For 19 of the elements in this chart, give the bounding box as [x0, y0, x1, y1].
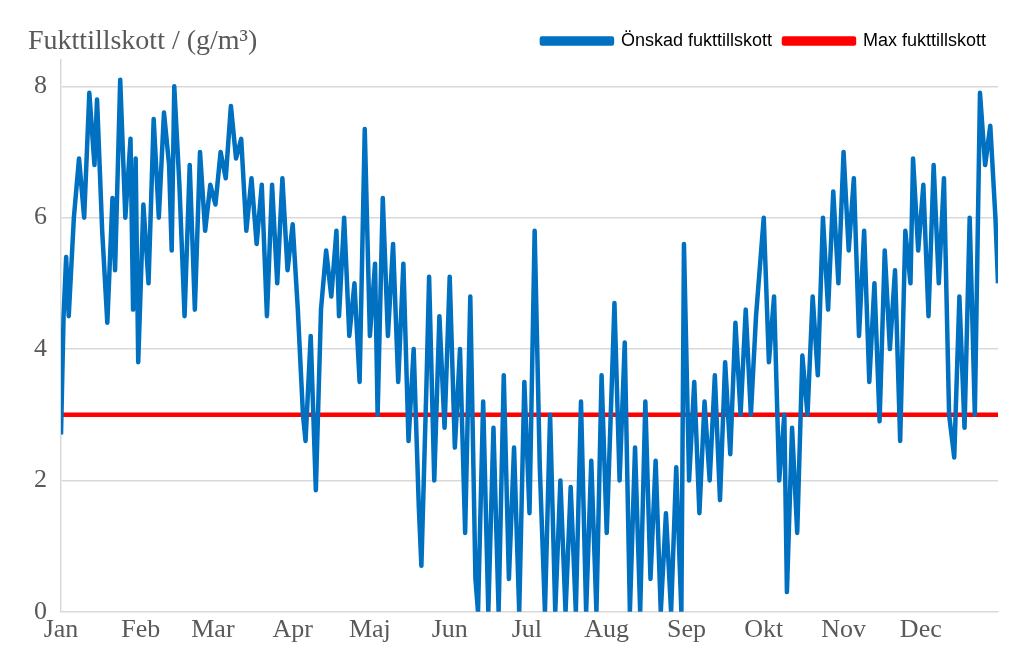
x-tick-label: Feb — [121, 614, 161, 644]
legend-label: Max fukttillskott — [862, 29, 986, 50]
x-tick-label: Mar — [191, 614, 235, 644]
x-tick-label: Jul — [511, 614, 543, 644]
y-tick-label: 4 — [34, 332, 47, 362]
y-tick-label: 0 — [34, 595, 47, 625]
x-tick-label: Apr — [272, 614, 314, 644]
y-tick-label: 2 — [34, 464, 47, 494]
legend-label: Önskad fukttillskott — [620, 29, 772, 50]
x-tick-label: Jun — [431, 614, 468, 644]
x-tick-label: Okt — [744, 614, 785, 644]
x-tick-label: Dec — [899, 614, 942, 644]
x-tick-label: Maj — [348, 614, 391, 644]
y-tick-label: 6 — [34, 201, 47, 231]
x-tick-label: Nov — [821, 614, 866, 644]
x-tick-label: Aug — [584, 614, 630, 644]
x-tick-label: Sep — [667, 614, 707, 644]
y-tick-label: 8 — [34, 70, 47, 100]
y-axis-title: Fukttillskott / (g/m³) — [28, 24, 258, 56]
